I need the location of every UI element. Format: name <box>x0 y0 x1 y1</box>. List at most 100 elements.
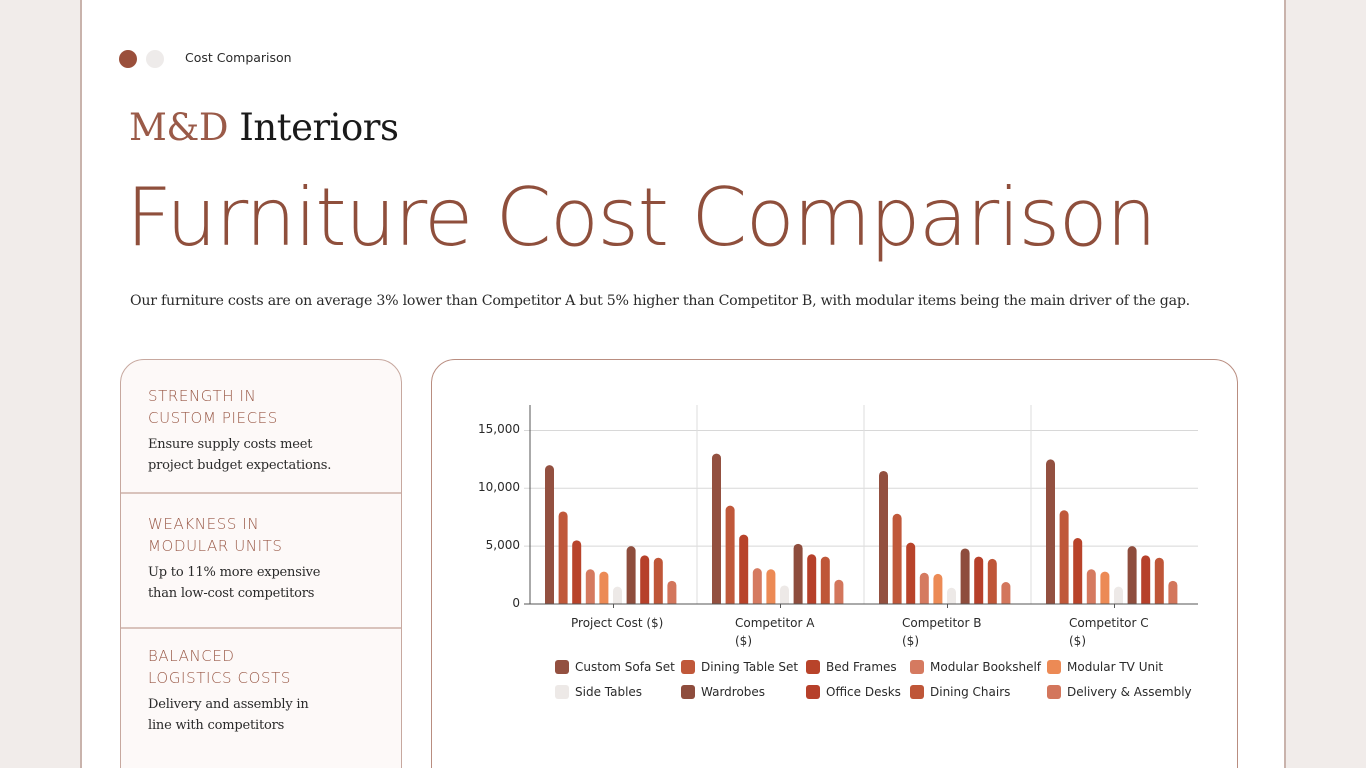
section-label: Cost Comparison <box>185 50 292 65</box>
legend-swatch <box>555 685 569 699</box>
legend-swatch <box>555 660 569 674</box>
bar[interactable] <box>712 453 721 608</box>
legend-label: Bed Frames <box>826 660 897 674</box>
legend-item[interactable]: Dining Chairs <box>910 685 1047 699</box>
bar[interactable] <box>974 556 984 608</box>
card-heading-line: WEAKNESS IN <box>148 515 260 533</box>
insight-cards: STRENGTH IN CUSTOM PIECES Ensure supply … <box>120 359 402 768</box>
pagination-dot-inactive[interactable] <box>146 50 164 68</box>
legend-swatch <box>681 685 695 699</box>
bar[interactable] <box>1154 557 1164 608</box>
legend-item[interactable]: Dining Table Set <box>681 660 806 674</box>
legend-item[interactable]: Custom Sofa Set <box>555 660 681 674</box>
insight-card-strength: STRENGTH IN CUSTOM PIECES Ensure supply … <box>121 360 401 494</box>
bar[interactable] <box>1001 582 1011 608</box>
bar[interactable] <box>667 580 677 608</box>
bar[interactable] <box>933 573 943 608</box>
page-subtitle: Our furniture costs are on average 3% lo… <box>130 293 1190 309</box>
bar[interactable] <box>1114 586 1123 608</box>
card-heading: STRENGTH IN CUSTOM PIECES <box>148 385 401 429</box>
chart-legend: Custom Sofa Set Dining Table Set Bed Frame… <box>555 660 1225 699</box>
legend-label: Wardrobes <box>701 685 766 699</box>
bar[interactable] <box>640 555 650 608</box>
card-body-line: Up to 11% more expensive <box>148 565 321 580</box>
bar[interactable] <box>545 465 554 608</box>
bar[interactable] <box>1046 459 1055 608</box>
x-tick-label: Competitor C ($) <box>1069 616 1149 648</box>
bar[interactable] <box>807 554 817 608</box>
bar[interactable] <box>739 534 749 608</box>
bar[interactable] <box>906 542 916 608</box>
brand-logo: M&D Interiors <box>129 106 399 149</box>
card-heading: BALANCED LOGISTICS COSTS <box>148 645 401 689</box>
x-tick-label: Competitor B ($) <box>902 616 982 648</box>
card-heading-line: BALANCED <box>148 647 235 665</box>
legend-item[interactable]: Delivery & Assembly <box>1047 685 1197 699</box>
bar[interactable] <box>879 470 888 608</box>
card-body: Up to 11% more expensive than low-cost c… <box>148 562 401 604</box>
baseline-mask <box>531 604 1199 610</box>
bar[interactable] <box>960 548 970 608</box>
card-body: Delivery and assembly in line with compe… <box>148 694 401 736</box>
bar[interactable] <box>1100 571 1110 608</box>
bar[interactable] <box>626 546 636 608</box>
card-body-line: line with competitors <box>148 718 285 733</box>
legend-swatch <box>681 660 695 674</box>
legend-label: Custom Sofa Set <box>575 660 675 674</box>
bar[interactable] <box>613 586 622 608</box>
legend-item[interactable]: Bed Frames <box>806 660 910 674</box>
bar[interactable] <box>1141 555 1151 608</box>
x-tick-label: Project Cost ($) <box>571 616 664 630</box>
legend-swatch <box>806 660 820 674</box>
bar[interactable] <box>793 543 803 608</box>
card-heading: WEAKNESS IN MODULAR UNITS <box>148 513 401 557</box>
legend-item[interactable]: Wardrobes <box>681 685 806 699</box>
bar[interactable] <box>1059 510 1069 608</box>
bar[interactable] <box>572 540 582 608</box>
pagination-dots <box>119 50 164 68</box>
bar[interactable] <box>780 585 789 608</box>
legend-item[interactable]: Modular TV Unit <box>1047 660 1197 674</box>
bar[interactable] <box>653 557 663 608</box>
brand-name: Interiors <box>239 106 399 149</box>
chart-card: 0 5,000 10,000 15,000 Project Cost ($) Compe… <box>431 359 1238 768</box>
y-tick-label: 10,000 <box>478 480 520 495</box>
insight-card-logistics: BALANCED LOGISTICS COSTS Delivery and as… <box>121 629 401 768</box>
bar[interactable] <box>834 579 844 608</box>
bar[interactable] <box>987 558 997 608</box>
card-heading-line: LOGISTICS COSTS <box>148 669 292 687</box>
card-body-line: project budget expectations. <box>148 458 332 473</box>
bar[interactable] <box>766 569 776 608</box>
bar-chart <box>524 405 1199 610</box>
bar[interactable] <box>752 568 762 608</box>
legend-label: Modular TV Unit <box>1067 660 1164 674</box>
bar[interactable] <box>820 556 830 608</box>
legend-item[interactable]: Modular Bookshelf <box>910 660 1047 674</box>
card-heading-line: MODULAR UNITS <box>148 537 283 555</box>
legend-label: Delivery & Assembly <box>1067 685 1192 699</box>
y-tick-label: 0 <box>512 596 520 610</box>
legend-swatch <box>910 660 924 674</box>
bar[interactable] <box>558 511 568 608</box>
card-heading-line: CUSTOM PIECES <box>148 409 278 427</box>
x-tick-label: Competitor A ($) <box>735 616 815 648</box>
legend-item[interactable]: Office Desks <box>806 685 910 699</box>
bar[interactable] <box>947 587 956 608</box>
bar[interactable] <box>1073 538 1083 608</box>
card-body-line: than low-cost competitors <box>148 586 315 601</box>
bar[interactable] <box>585 569 595 608</box>
pagination-dot-active[interactable] <box>119 50 137 68</box>
legend-swatch <box>806 685 820 699</box>
card-body-line: Delivery and assembly in <box>148 697 309 712</box>
bar[interactable] <box>892 513 902 608</box>
bar[interactable] <box>1168 580 1178 608</box>
bar[interactable] <box>725 505 735 608</box>
legend-label: Side Tables <box>575 685 643 699</box>
card-body: Ensure supply costs meet project budget … <box>148 434 401 476</box>
legend-label: Dining Chairs <box>930 685 1011 699</box>
bar[interactable] <box>919 572 929 608</box>
bar[interactable] <box>1086 569 1096 608</box>
bar[interactable] <box>1127 546 1137 608</box>
bar[interactable] <box>599 571 609 608</box>
legend-item[interactable]: Side Tables <box>555 685 681 699</box>
